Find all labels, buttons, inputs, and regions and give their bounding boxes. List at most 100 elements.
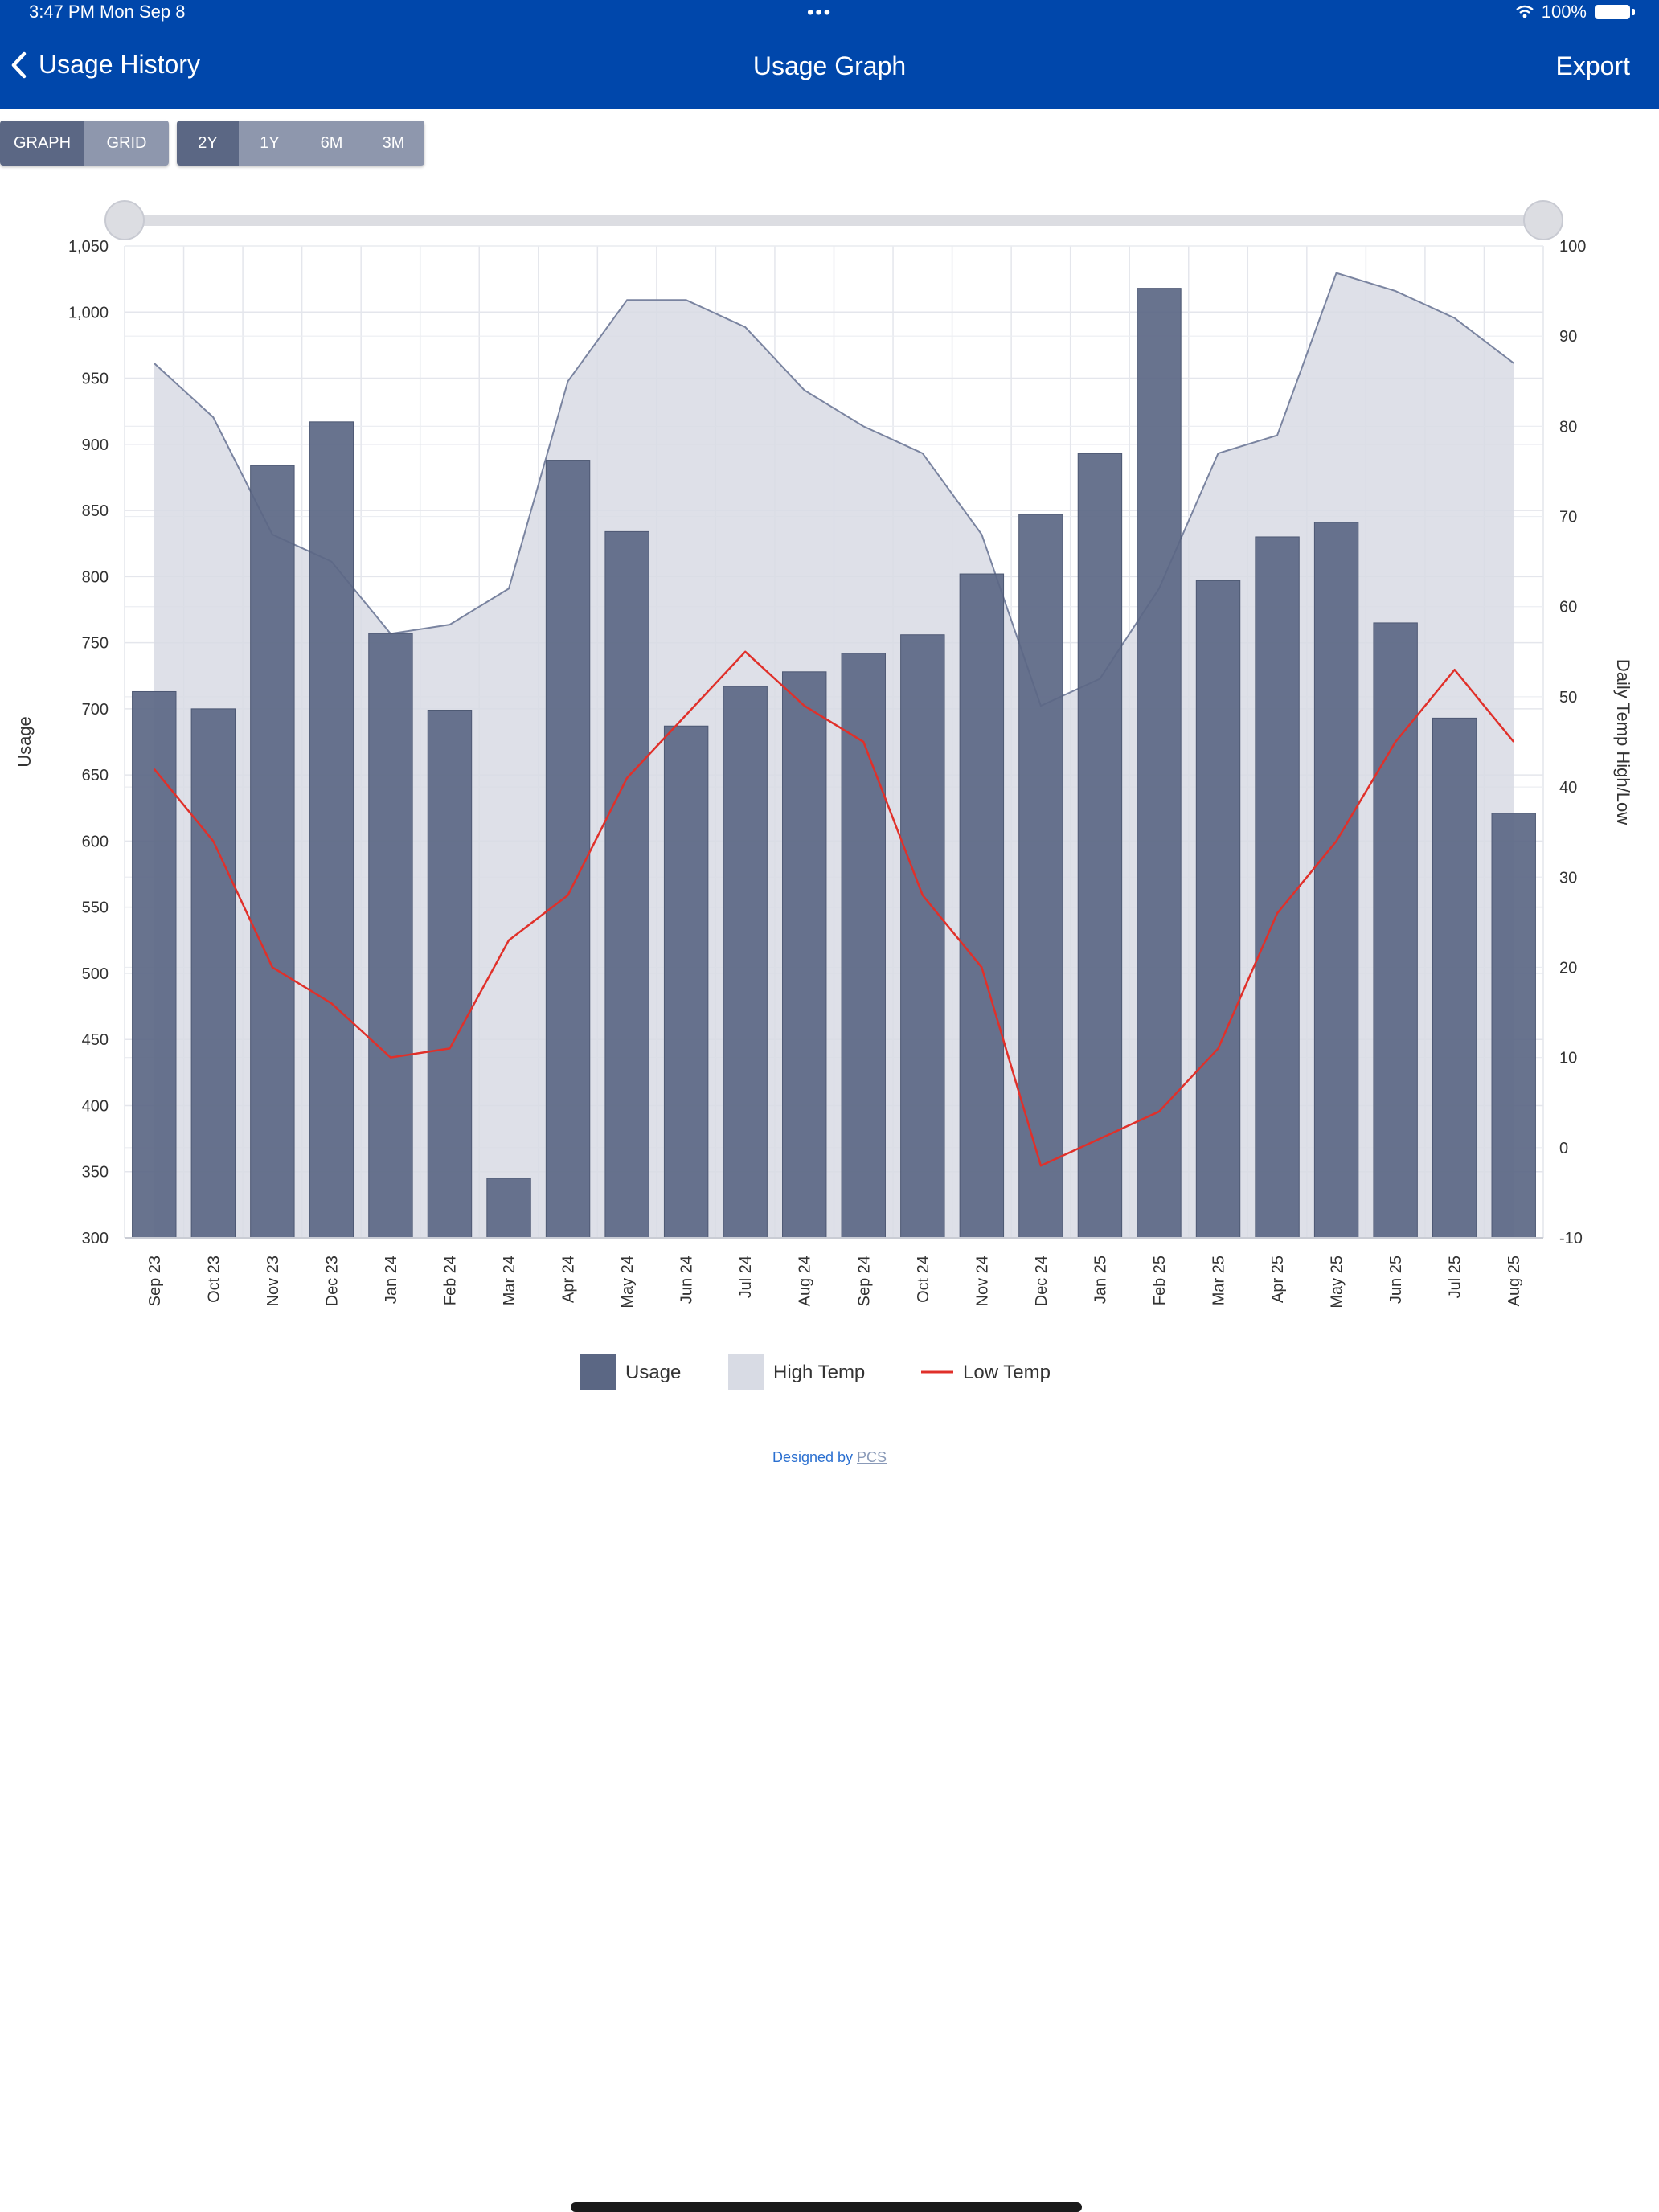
usage-bar <box>190 708 236 1239</box>
status-time: 3:47 PM Mon Sep 8 <box>29 2 186 22</box>
y-tick-label: 700 <box>82 701 109 719</box>
usage-bar <box>545 460 591 1239</box>
credit: Designed by PCS <box>0 1449 1659 1466</box>
x-tick-label: Nov 24 <box>973 1256 991 1306</box>
status-right: 100% <box>1515 2 1635 23</box>
y2-tick-label: 10 <box>1559 1050 1577 1067</box>
x-tick-label: Feb 25 <box>1151 1256 1169 1305</box>
y2-tick-label: 70 <box>1559 509 1577 526</box>
y2-tick-label: 60 <box>1559 599 1577 616</box>
usage-bar <box>309 421 354 1239</box>
high-temp-area <box>154 272 1514 1238</box>
y2-tick-label: 0 <box>1559 1140 1568 1157</box>
view-grid-button[interactable]: GRID <box>84 121 169 166</box>
x-tick-label: Apr 24 <box>560 1256 578 1303</box>
y-tick-label: 1,000 <box>68 304 109 322</box>
range-1y-button[interactable]: 1Y <box>239 121 301 166</box>
usage-bar <box>1432 717 1477 1239</box>
legend-low-temp-label: Low Temp <box>963 1362 1051 1383</box>
legend-usage-label: Usage <box>625 1362 681 1383</box>
usage-bar <box>1373 622 1418 1239</box>
export-button[interactable]: Export <box>1555 51 1630 80</box>
legend-high-temp-label: High Temp <box>773 1362 865 1383</box>
range-slider-track <box>125 215 1543 226</box>
y-tick-label: 750 <box>82 635 109 653</box>
x-tick-label: Feb 24 <box>441 1256 459 1305</box>
usage-bar <box>782 671 827 1239</box>
usage-bar <box>427 710 473 1239</box>
credit-link[interactable]: PCS <box>857 1449 887 1465</box>
y-tick-label: 1,050 <box>68 238 109 256</box>
back-button-label: Usage History <box>39 50 200 79</box>
usage-bar <box>1313 522 1359 1239</box>
x-tick-label: Jul 25 <box>1447 1256 1464 1298</box>
multitasking-dots-icon[interactable]: ••• <box>807 2 833 23</box>
usage-bar <box>1077 453 1123 1239</box>
legend-usage-swatch <box>580 1354 616 1390</box>
x-tick-label: Nov 23 <box>264 1256 282 1306</box>
view-graph-button[interactable]: GRAPH <box>0 121 84 166</box>
usage-bar <box>604 530 649 1239</box>
y-tick-label: 450 <box>82 1031 109 1049</box>
usage-bar <box>1195 580 1241 1239</box>
y2-tick-label: 100 <box>1559 238 1586 256</box>
y-tick-label: 650 <box>82 767 109 784</box>
back-button[interactable]: Usage History <box>10 50 200 80</box>
usage-bar <box>368 633 413 1239</box>
x-tick-label: Aug 24 <box>797 1256 814 1306</box>
x-tick-label: Jun 25 <box>1387 1256 1405 1304</box>
usage-bar <box>1137 288 1182 1239</box>
x-tick-label: May 25 <box>1329 1256 1346 1309</box>
usage-bar <box>900 634 945 1239</box>
y2-tick-label: 20 <box>1559 959 1577 977</box>
x-tick-label: Sep 23 <box>146 1256 164 1306</box>
x-tick-label: Aug 25 <box>1505 1256 1523 1306</box>
usage-chart-container: 300 350 400 450 500 550 600 650 700 750 800 850 900 9… <box>0 185 1659 1423</box>
range-slider-right-handle[interactable] <box>1523 200 1563 240</box>
y-tick-label: 950 <box>82 371 109 388</box>
high-temp-line <box>154 272 1514 707</box>
x-tick-label: Sep 24 <box>855 1256 873 1306</box>
x-tick-label: Mar 25 <box>1210 1256 1228 1305</box>
y-axis-title: Usage <box>14 716 35 768</box>
y-tick-label: 550 <box>82 899 109 917</box>
x-tick-label: Oct 24 <box>915 1256 932 1303</box>
battery-icon <box>1595 5 1635 19</box>
range-2y-button[interactable]: 2Y <box>177 121 239 166</box>
y-tick-label: 800 <box>82 568 109 586</box>
x-tick-label: Apr 25 <box>1269 1256 1287 1303</box>
y-tick-label: 900 <box>82 436 109 454</box>
usage-bar <box>250 465 295 1239</box>
usage-bar <box>1255 536 1300 1239</box>
home-indicator <box>571 2202 1082 2212</box>
usage-bar <box>663 725 709 1239</box>
x-tick-label: Jul 24 <box>737 1256 755 1298</box>
x-tick-label: Dec 24 <box>1033 1256 1051 1306</box>
view-toggle: GRAPH GRID <box>0 121 169 166</box>
y-tick-label: 850 <box>82 502 109 520</box>
y-tick-label: 350 <box>82 1164 109 1182</box>
range-3m-button[interactable]: 3M <box>363 121 424 166</box>
range-slider-left-handle[interactable] <box>104 200 145 240</box>
usage-bar <box>1018 514 1063 1239</box>
y-tick-label: 500 <box>82 965 109 983</box>
chevron-left-icon <box>11 51 27 78</box>
usage-bar <box>132 690 177 1239</box>
x-tick-label: Oct 23 <box>205 1256 223 1303</box>
y-tick-label: 600 <box>82 833 109 850</box>
usage-bar <box>841 653 886 1239</box>
x-tick-label: Jan 25 <box>1092 1256 1109 1304</box>
x-tick-label: Dec 23 <box>323 1256 341 1306</box>
range-6m-button[interactable]: 6M <box>301 121 363 166</box>
usage-bar <box>723 686 768 1239</box>
nav-bar: 3:47 PM Mon Sep 8 ••• 100% Usage History… <box>0 0 1659 109</box>
battery-percent: 100% <box>1541 2 1587 22</box>
y2-tick-label: 50 <box>1559 689 1577 707</box>
usage-bar <box>486 1178 531 1239</box>
usage-chart: 3003504004505005506006507007508008509009… <box>14 200 1633 1390</box>
y2-tick-label: 90 <box>1559 328 1577 346</box>
legend-high-temp-swatch <box>728 1354 764 1390</box>
low-temp-line <box>153 650 1515 1167</box>
x-tick-label: Jun 24 <box>678 1256 696 1304</box>
y-tick-label: 300 <box>82 1230 109 1247</box>
